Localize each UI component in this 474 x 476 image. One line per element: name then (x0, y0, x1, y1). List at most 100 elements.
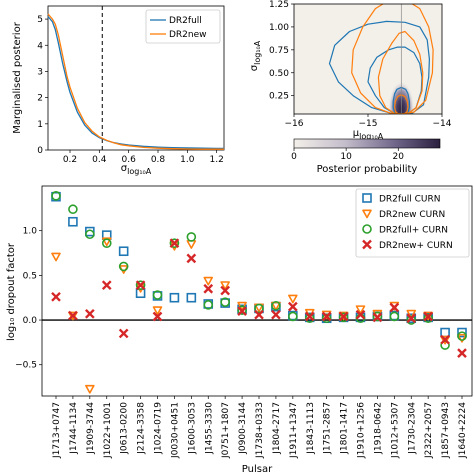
data-point-circle (237, 305, 247, 316)
pulsar-label: J1804-2717 (272, 402, 282, 455)
data-point-triangle (85, 384, 95, 394)
data-point-cross (423, 311, 434, 322)
plot2-ytick-label: 0.25 (269, 92, 289, 102)
data-point-cross (362, 239, 372, 250)
data-point-cross (372, 312, 383, 323)
data-point-triangle (186, 240, 197, 249)
pulsar-label: J0751+1807 (221, 402, 231, 459)
plot3-legend-label: DR2full CURN (379, 195, 441, 205)
data-point-circle (389, 311, 400, 322)
data-point-circle (152, 290, 163, 300)
data-point-circle (135, 280, 146, 290)
plot3-ytick-label: 1.0 (23, 227, 38, 237)
pulsar-label: J0900-3144 (238, 402, 248, 455)
plot1-ytick-label: 3 (37, 67, 43, 77)
data-point-circle (203, 300, 214, 310)
data-point-triangle (288, 294, 298, 304)
data-point-triangle (51, 252, 61, 262)
data-point-circle (372, 311, 383, 322)
pulsar-label: J1744-1134 (69, 402, 79, 455)
legend-label-dr2full: DR2full (169, 16, 202, 26)
pulsar-label: J1600-3053 (187, 402, 197, 455)
data-point-cross (254, 309, 264, 320)
plot3-xlabel: Pulsar (242, 464, 273, 475)
colorbar-label: Posterior probability (317, 164, 418, 175)
data-point-circle (288, 311, 298, 322)
data-point-circle (169, 238, 180, 248)
pulsar-label: J1909-3744 (86, 402, 96, 455)
data-point-cross (271, 309, 281, 320)
plot1-xlabel: σlog₁₀A (121, 163, 152, 176)
plot2-ytick-label: 0.50 (269, 69, 289, 79)
plot1-ytick-label: 2 (37, 94, 43, 104)
plot1-xtick-label: 0.2 (63, 155, 77, 165)
pulsar-label: J1843-1113 (306, 402, 316, 455)
pulsar-label: J1640+2224 (458, 402, 468, 459)
plot2-ytick-label: 1.25 (269, 0, 289, 10)
data-point-cross (457, 348, 467, 358)
legend-label-dr2new: DR2new (169, 30, 207, 40)
colorbar (293, 138, 441, 149)
pulsar-label: J1910+1256 (357, 402, 367, 459)
data-point-cross (118, 328, 129, 339)
data-point-circle (338, 312, 349, 323)
plot1-legend: DR2full DR2new (145, 9, 221, 44)
data-point-circle (254, 303, 264, 314)
data-point-triangle (220, 281, 230, 290)
plot3-ytick-label: −0.5 (15, 361, 37, 371)
plot1-xtick-label: 1.0 (180, 155, 195, 165)
data-point-triangle (457, 333, 467, 343)
data-point-circle (220, 297, 230, 307)
data-point-cross (220, 285, 231, 296)
data-point-cross (186, 253, 197, 264)
data-point-cross (169, 238, 180, 249)
data-point-triangle (101, 237, 112, 247)
plot3-legend: DR2full CURN DR2new CURN DR2full+ CURN DR2n… (355, 188, 470, 258)
pulsar-label: J0613-0200 (120, 402, 130, 455)
data-point-cross (101, 280, 112, 291)
plot1-xtick-label: 0.6 (122, 155, 137, 165)
data-point-circle (85, 229, 95, 240)
data-point-cross (51, 291, 61, 302)
pulsar-label: J2124-3358 (137, 402, 147, 455)
data-point-circle (51, 191, 61, 201)
pulsar-label: J1730-2304 (407, 402, 417, 455)
pulsar-label: J1801-1417 (340, 402, 350, 455)
contour-dr2full (328, 20, 430, 114)
data-point-cross (321, 311, 332, 322)
data-point-circle (68, 204, 78, 215)
data-point-circle (321, 313, 332, 324)
plot1-ytick-label: 5 (37, 15, 43, 25)
pulsar-label: J1911+1347 (289, 402, 299, 459)
plot2-xtick-label: −14 (433, 119, 452, 129)
data-point-circle (118, 261, 129, 272)
data-point-cross (338, 311, 349, 322)
data-point-triangle (203, 276, 214, 286)
plot3-legend-label: DR2full+ CURN (379, 226, 448, 236)
pulsar-label: J0030+0451 (170, 402, 180, 459)
plot1-ytick-label: 1 (37, 120, 43, 130)
pulsar-label: J1024-0719 (154, 402, 164, 455)
data-point-triangle (406, 309, 417, 319)
data-point-cross (135, 280, 146, 291)
data-point-cross (406, 313, 417, 324)
plot2-xtick-label: −15 (359, 119, 378, 129)
pulsar-label: J1713+0747 (52, 402, 62, 459)
posterior-heatmap-plot: −16 −15 −14 0.25 0.50 0.75 1.00 1.25 σlog₁₀A μ… (249, 0, 452, 175)
data-point-triangle (152, 306, 163, 316)
plot3-ylabel: log₁₀ dropout factor (6, 242, 17, 341)
plot1-frame (47, 5, 225, 151)
plot3-ytick-label: 0.5 (23, 271, 37, 281)
dropout-factor-plot: −0.5 0.0 0.5 1.0 J1713+0747 J1744-1134 J1909-… (6, 185, 473, 475)
marginal-posterior-plot: 0.2 0.4 0.6 0.8 1.0 1.2 0 1 2 3 4 5 Marginalised p… (12, 5, 225, 176)
data-point-square (362, 193, 372, 203)
plot2-xlabel: μlog₁₀A (353, 128, 384, 141)
plot1-xtick-label: 1.2 (210, 155, 224, 165)
plot2-ylabel: σlog₁₀A (249, 40, 262, 71)
pulsar-label: J1022+1001 (103, 402, 113, 459)
series-line-dr2new (47, 13, 224, 150)
data-point-square (169, 292, 180, 303)
pulsar-label: J1455-3330 (204, 402, 214, 455)
data-point-square (118, 246, 129, 257)
